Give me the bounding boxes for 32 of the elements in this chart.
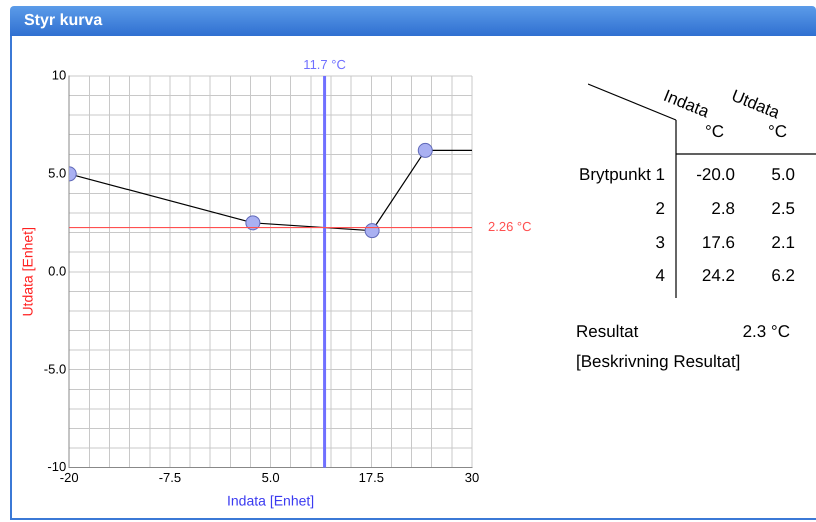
x-tick-label: 17.5 xyxy=(358,470,384,485)
text: °C xyxy=(768,122,788,142)
text: °C xyxy=(705,122,724,142)
text: 5.0 xyxy=(771,165,795,185)
text: -20.0 xyxy=(696,165,735,185)
text: 3 xyxy=(656,233,665,253)
x-tick-label: 5.0 xyxy=(262,470,280,485)
ref-line-label: 2.26 °C xyxy=(488,219,532,234)
text: Brytpunkt 1 xyxy=(579,165,665,185)
y-tick-label: 0.0 xyxy=(48,263,66,278)
text: 24.2 xyxy=(702,266,735,286)
text: Resultat xyxy=(576,322,638,342)
text: 2.5 xyxy=(771,199,795,219)
text: 4 xyxy=(656,266,665,286)
x-tick-label: -7.5 xyxy=(158,470,182,485)
text: Indata xyxy=(660,86,712,122)
text: 2.1 xyxy=(771,233,795,253)
text: 17.6 xyxy=(702,233,735,253)
text: [Beskrivning Resultat] xyxy=(576,352,740,372)
y-tick-label: 10 xyxy=(52,68,66,83)
chart-title: Styr kurva xyxy=(24,12,102,30)
text: 2.3 °C xyxy=(742,322,790,342)
x-axis-title: Indata [Enhet] xyxy=(227,492,314,508)
y-tick-label: 5.0 xyxy=(48,165,66,180)
text: 2.8 xyxy=(711,199,735,219)
y-axis-title: Utdata [Enhet] xyxy=(19,227,36,317)
text: 6.2 xyxy=(771,266,795,286)
y-tick-label: -5.0 xyxy=(44,361,66,376)
ref-line-label: 11.7 °C xyxy=(303,57,346,72)
x-tick-label: 30 xyxy=(464,470,480,485)
y-tick-label: -10 xyxy=(47,459,66,474)
text: 2 xyxy=(656,199,665,219)
